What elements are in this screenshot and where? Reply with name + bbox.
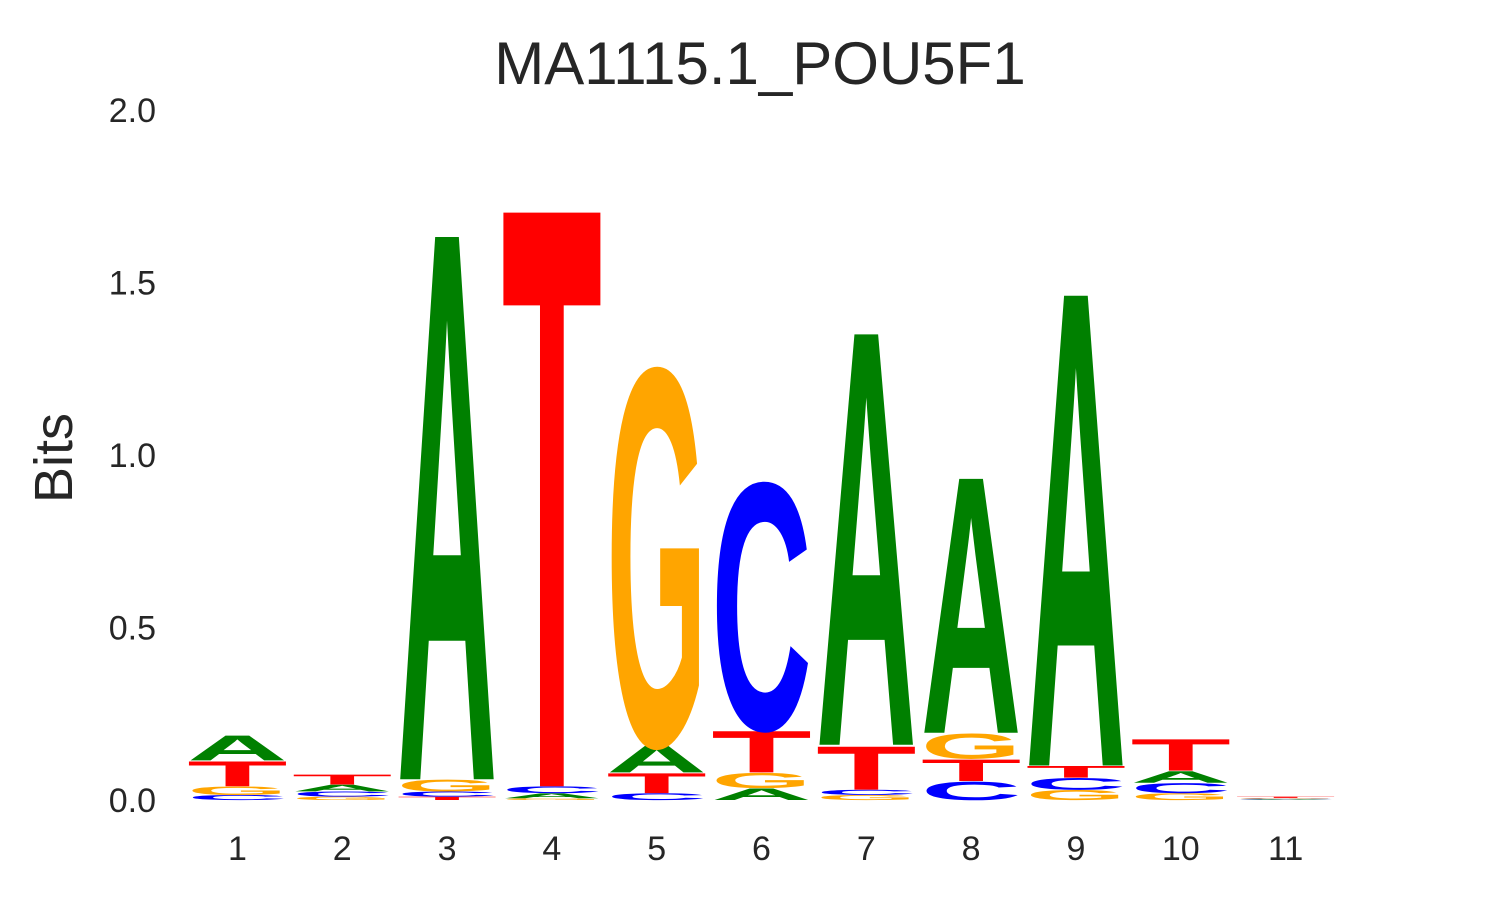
logo-letter-a: A <box>397 66 498 900</box>
logo-letter-c: C <box>292 790 393 798</box>
y-tick-label: 1.5 <box>109 265 156 303</box>
logo-letter-t: T <box>711 719 812 786</box>
x-tick-label: 3 <box>438 830 457 868</box>
logo-letter-c: C <box>1235 798 1336 799</box>
logo-letter-c: C <box>921 776 1022 805</box>
logo-letter-g: G <box>502 798 603 801</box>
logo-letter-a: A <box>711 785 812 804</box>
logo-letter-t: T <box>816 734 917 804</box>
logo-letter-a: A <box>187 728 288 768</box>
x-tick-label: 2 <box>333 830 352 868</box>
x-tick-label: 7 <box>857 830 876 868</box>
y-tick-label: 2.0 <box>109 92 156 130</box>
logo-letter-t: T <box>1130 730 1231 781</box>
logo-letter-t: T <box>502 33 603 900</box>
logo-letter-g: G <box>187 784 288 797</box>
logo-letter-a: A <box>921 401 1022 812</box>
logo-letter-g: G <box>397 776 498 795</box>
x-tick-label: 11 <box>1268 830 1303 868</box>
logo-letter-a: A <box>816 205 917 872</box>
y-tick-label: 0.5 <box>109 610 156 648</box>
logo-letter-a: A <box>1130 768 1231 787</box>
y-tick-label: 0.0 <box>109 782 156 820</box>
x-tick-label: 10 <box>1162 830 1200 868</box>
x-tick-label: 1 <box>228 830 247 868</box>
logo-letter-t: T <box>606 767 707 799</box>
x-tick-label: 6 <box>752 830 771 868</box>
logo-letter-c: C <box>187 794 288 802</box>
logo-letter-a: A <box>1235 799 1336 800</box>
logo-letter-t: T <box>292 771 393 787</box>
x-tick-label: 4 <box>542 830 561 868</box>
logo-letter-g: G <box>921 726 1022 766</box>
logo-letter-a: A <box>606 738 707 781</box>
logo-letter-c: C <box>606 791 707 802</box>
logo-letter-c: C <box>1130 780 1231 796</box>
y-axis-ticks: 0.0 0.5 1.0 1.5 2.0 <box>109 92 156 820</box>
logo-letter-a: A <box>1026 149 1127 900</box>
logo-letter-g: G <box>711 768 812 792</box>
logo-letter-t: T <box>187 754 288 794</box>
y-tick-label: 1.0 <box>109 437 156 475</box>
chart-title: MA1115.1_POU5F1 <box>494 30 1025 97</box>
logo-letter-c: C <box>1026 775 1127 794</box>
x-axis-ticks: 1 2 3 4 5 6 7 8 9 10 11 <box>228 830 1303 868</box>
x-tick-label: 8 <box>962 830 981 868</box>
logo-letter-g: G <box>292 796 393 801</box>
logo-letter-t: T <box>397 796 498 801</box>
logo-letter-t: T <box>1026 762 1127 781</box>
y-axis-label: Bits <box>24 413 84 503</box>
logo-letter-a: A <box>502 792 603 800</box>
logo-letter-g: G <box>1235 798 1336 799</box>
logo-letter-a: A <box>292 783 393 794</box>
logo-letter-g: G <box>606 256 707 860</box>
x-tick-label: 5 <box>647 830 666 868</box>
logo-letter-c: C <box>502 784 603 795</box>
logo-letter-g: G <box>1026 787 1127 803</box>
logo-letter-c: C <box>397 790 498 798</box>
logo-letter-t: T <box>1235 796 1336 798</box>
x-tick-label: 9 <box>1066 830 1085 868</box>
logo-letter-c: C <box>711 409 812 805</box>
logo-letter-g: G <box>1130 791 1231 802</box>
logo-letter-t: T <box>921 753 1022 788</box>
logo-letter-c: C <box>816 788 917 796</box>
logo-letter-g: G <box>816 794 917 802</box>
